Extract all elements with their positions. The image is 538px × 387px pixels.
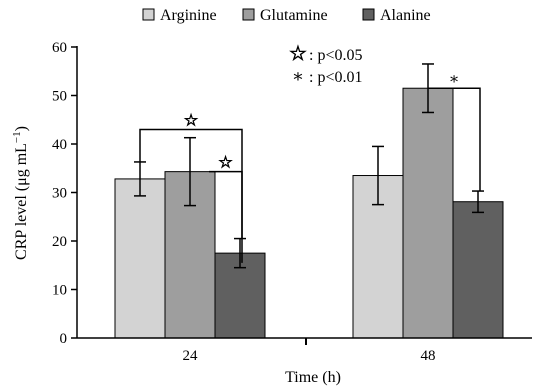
x-axis-title: Time (h) bbox=[285, 369, 341, 386]
legend: Arginine Glutamine Alanine bbox=[142, 7, 431, 24]
y-axis-title-sup: −1 bbox=[11, 131, 23, 143]
legend-swatch-arginine bbox=[142, 8, 155, 21]
p001-asterisk-marker: ∗ bbox=[449, 71, 460, 88]
legend-swatch-alanine bbox=[362, 8, 375, 21]
y-tick-label: 10 bbox=[52, 283, 67, 299]
key-star-symbol: ☆ bbox=[289, 43, 307, 65]
y-tick-label: 0 bbox=[60, 331, 68, 347]
bar-glutamine-48 bbox=[402, 87, 454, 339]
bar-arginine-24 bbox=[114, 178, 166, 339]
bars-layer bbox=[114, 87, 504, 339]
y-axis-title-main: CRP level (μg mL bbox=[13, 143, 30, 260]
y-axis-title-close: ) bbox=[13, 126, 30, 131]
error-bars-layer bbox=[134, 63, 484, 269]
y-tick-label: 20 bbox=[52, 234, 67, 250]
p005-star-marker: ☆ bbox=[218, 155, 232, 172]
key-label: : p<0.01 bbox=[309, 69, 362, 86]
axes: 0 10 20 30 40 50 60 24 48 bbox=[52, 40, 532, 364]
y-tick-label: 60 bbox=[52, 40, 67, 56]
bar-alanine-48 bbox=[452, 201, 504, 339]
y-tick-label: 30 bbox=[52, 186, 67, 202]
x-tick-label: 48 bbox=[421, 348, 436, 364]
key-asterisk-symbol: ∗ bbox=[292, 66, 304, 86]
significance-bracket bbox=[428, 87, 481, 192]
key-label: : p<0.05 bbox=[309, 47, 362, 64]
y-axis-title: CRP level (μg mL−1) bbox=[11, 126, 30, 260]
legend-label-alanine: Alanine bbox=[380, 7, 431, 24]
significance-brackets: ☆ ☆ ∗ bbox=[139, 71, 481, 263]
legend-label-glutamine: Glutamine bbox=[260, 7, 328, 24]
legend-label-arginine: Arginine bbox=[160, 7, 217, 24]
y-tick-label: 40 bbox=[52, 137, 67, 153]
significance-bracket bbox=[209, 170, 243, 239]
y-tick-label: 50 bbox=[52, 89, 67, 105]
x-tick-label: 24 bbox=[183, 348, 199, 364]
significance-key: ☆: p<0.05 ∗ : p<0.01 bbox=[289, 43, 363, 86]
legend-swatch-glutamine bbox=[242, 8, 255, 21]
p005-star-marker: ☆ bbox=[184, 112, 198, 129]
